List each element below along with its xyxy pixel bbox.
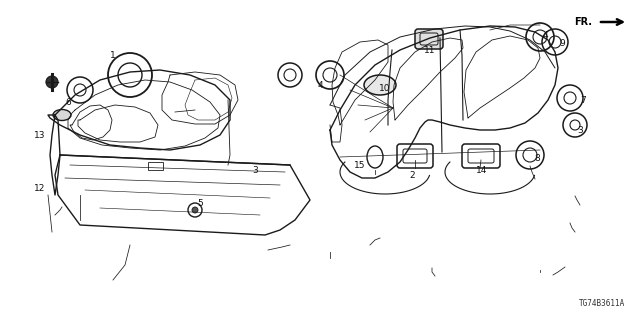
- Text: 12: 12: [35, 183, 45, 193]
- Ellipse shape: [364, 75, 396, 95]
- Text: 1: 1: [110, 51, 116, 60]
- Text: 3: 3: [577, 125, 583, 134]
- FancyBboxPatch shape: [415, 29, 443, 49]
- Text: 4: 4: [542, 30, 548, 39]
- Text: TG74B3611A: TG74B3611A: [579, 299, 625, 308]
- Text: 13: 13: [35, 131, 45, 140]
- Text: 9: 9: [559, 38, 565, 47]
- Text: 14: 14: [476, 165, 488, 174]
- Circle shape: [192, 207, 198, 213]
- Text: 6: 6: [65, 98, 71, 107]
- Text: 7: 7: [580, 95, 586, 105]
- Text: FR.: FR.: [574, 17, 592, 27]
- Text: 11: 11: [424, 45, 436, 54]
- Ellipse shape: [53, 109, 71, 121]
- Text: 5: 5: [197, 198, 203, 207]
- Circle shape: [46, 76, 58, 88]
- Text: 2: 2: [409, 171, 415, 180]
- Text: 3: 3: [252, 165, 258, 174]
- Text: 15: 15: [355, 161, 365, 170]
- Text: 8: 8: [534, 154, 540, 163]
- Text: 10: 10: [380, 84, 391, 92]
- Text: 4: 4: [317, 81, 323, 90]
